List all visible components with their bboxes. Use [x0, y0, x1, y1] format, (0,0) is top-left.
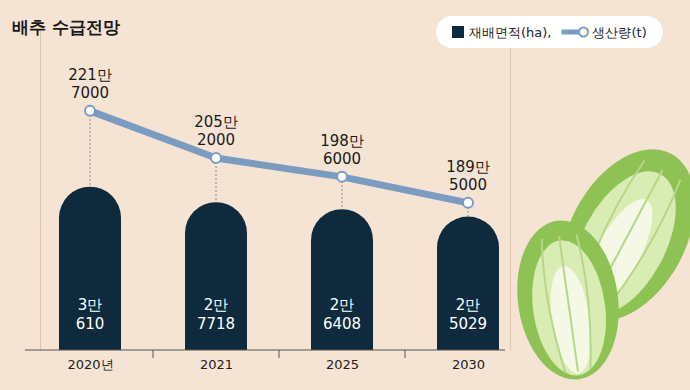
divider	[153, 350, 154, 358]
y-axis	[40, 31, 41, 351]
x-tick: 2020년	[67, 350, 113, 372]
data-label: 198만6000	[320, 132, 364, 168]
y2-axis	[510, 31, 511, 351]
cabbage-vein	[571, 234, 598, 370]
plot-area	[59, 106, 499, 350]
bar	[59, 187, 121, 350]
legend-label: 재배면적(ha),	[469, 25, 551, 40]
x-tick-label: 2030	[452, 357, 485, 372]
data-label-line: 189만	[446, 158, 490, 176]
data-label-line: 5029	[449, 315, 487, 333]
bar	[311, 209, 373, 350]
data-label-line: 2만	[456, 296, 481, 314]
legend-box	[436, 16, 663, 48]
drop-line	[216, 158, 217, 202]
marker	[211, 153, 221, 163]
marker	[85, 106, 95, 116]
data-label-line: 2만	[204, 296, 229, 314]
bar	[185, 202, 247, 350]
data-label-line: 6408	[323, 315, 361, 333]
axis-line	[510, 31, 511, 351]
cabbage-leaf	[524, 236, 614, 381]
x-tick-label: 2020년	[67, 357, 113, 372]
legend-swatch	[452, 26, 464, 38]
line	[90, 111, 468, 203]
x-tick: 2025	[326, 350, 359, 372]
data-label: 2만5029	[449, 296, 487, 333]
data-label-line: 205만	[194, 113, 238, 131]
baseline	[25, 350, 505, 351]
marker	[337, 172, 347, 182]
data-label-line: 7000	[71, 84, 109, 102]
divider	[279, 350, 280, 358]
legend-marker	[579, 28, 588, 37]
x-tick: 2021	[200, 350, 233, 372]
legend-label: 생산량(t)	[592, 25, 646, 40]
divider	[405, 350, 406, 358]
x-tick-label: 2021	[200, 357, 233, 372]
data-label-line: 5000	[449, 176, 487, 194]
cabbage-leaf	[507, 214, 628, 386]
legend: 재배면적(ha), 생산량(t)	[436, 16, 663, 48]
data-label-line: 2000	[197, 131, 235, 149]
data-label-line: 610	[76, 315, 105, 333]
cabbage	[507, 214, 628, 386]
data-labels: 3만6102만77182만64082만5029221만7000205만20001…	[68, 66, 490, 333]
data-label: 3만610	[76, 296, 105, 333]
chart: 배추 수급전망2020년2021202520303만6102만77182만640…	[0, 0, 690, 390]
data-label: 189만5000	[446, 158, 490, 194]
data-label-line: 6000	[323, 150, 361, 168]
data-label-line: 221만	[68, 66, 112, 84]
data-label-line: 7718	[197, 315, 235, 333]
title: 배추 수급전망	[12, 17, 120, 37]
data-label: 2만7718	[197, 296, 235, 333]
x-axis: 2020년 2021 2025 2030	[67, 350, 485, 372]
axis-line	[40, 31, 41, 351]
bar	[437, 217, 499, 350]
data-label-line: 198만	[320, 132, 364, 150]
data-label: 2만6408	[323, 296, 361, 333]
cabbage-vein	[559, 237, 578, 372]
marker	[463, 198, 473, 208]
drop-line	[90, 111, 91, 187]
data-label-line: 3만	[78, 296, 103, 314]
data-label: 205만2000	[194, 113, 238, 149]
cabbage-illustration	[507, 127, 690, 387]
data-label-line: 2만	[330, 296, 355, 314]
x-tick-label: 2025	[326, 357, 359, 372]
x-tick: 2030	[452, 350, 485, 372]
data-label: 221만7000	[68, 66, 112, 102]
